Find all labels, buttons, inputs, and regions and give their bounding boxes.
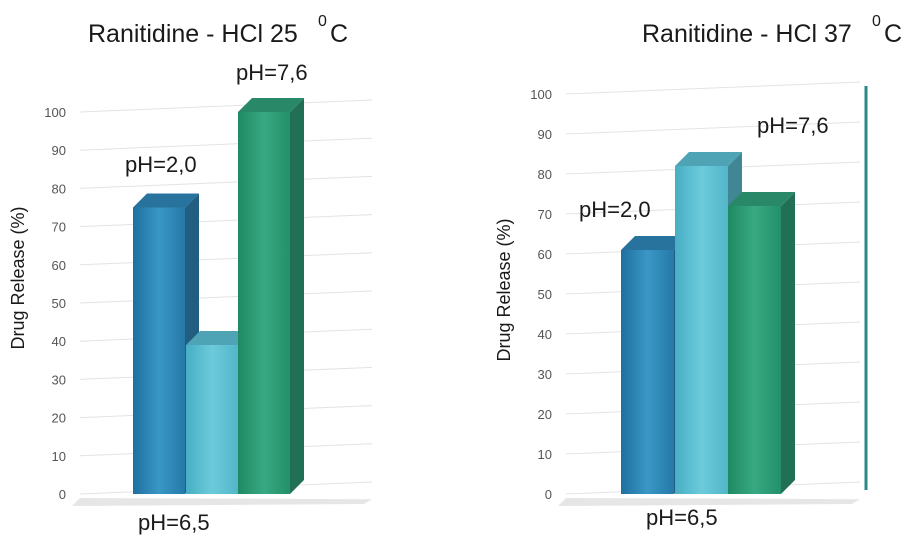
bar — [728, 192, 795, 494]
chart-left: Ranitidine - HCl 25 0 C Drug Release (%)… — [8, 13, 373, 535]
bar-top — [675, 152, 742, 166]
gridline — [79, 290, 373, 304]
bar-category-label: pH=2,0 — [125, 152, 197, 177]
gridline — [79, 137, 373, 151]
chart-right-bars — [621, 152, 795, 494]
bar-front — [186, 345, 238, 494]
y-tick-label: 60 — [538, 247, 552, 262]
y-tick-label: 0 — [545, 487, 552, 502]
svg-text:Ranitidine - HCl 37: Ranitidine - HCl 37 — [642, 20, 852, 48]
chart-right-title: Ranitidine - HCl 37 0 C — [642, 13, 902, 48]
chart-left-yticks: 0 10 20 30 40 50 60 70 80 90 100 — [44, 105, 66, 502]
bar-top — [728, 192, 795, 206]
y-tick-label: 90 — [52, 143, 66, 158]
y-tick-label: 10 — [52, 449, 66, 464]
chart-left-bars — [133, 98, 304, 494]
bar — [238, 98, 304, 494]
y-tick-label: 100 — [44, 105, 66, 120]
y-tick-label: 30 — [52, 372, 66, 387]
y-tick-label: 30 — [538, 367, 552, 382]
bar-category-label: pH=6,5 — [646, 505, 718, 530]
y-tick-label: 50 — [52, 296, 66, 311]
chart-right-title-suffix: C — [884, 20, 902, 48]
floor-plane — [72, 498, 372, 506]
bar-front — [133, 207, 185, 494]
chart-right: Ranitidine - HCl 37 0 C Drug Release (%)… — [494, 13, 902, 530]
chart-left-title-superscript: 0 — [318, 13, 327, 30]
y-tick-label: 20 — [538, 407, 552, 422]
bar-front — [728, 206, 781, 494]
bar-category-label: pH=7,6 — [757, 113, 829, 138]
gridline — [565, 81, 861, 95]
gridline — [79, 214, 373, 228]
svg-text:Ranitidine - HCl 25: Ranitidine - HCl 25 — [88, 20, 298, 48]
y-tick-label: 80 — [52, 181, 66, 196]
gridline — [79, 99, 373, 113]
gridline — [565, 121, 861, 135]
bar-top — [621, 236, 688, 250]
y-tick-label: 0 — [59, 487, 66, 502]
y-tick-label: 40 — [538, 327, 552, 342]
bar-top — [238, 98, 304, 112]
floor-plane — [558, 498, 860, 506]
chart-right-yticks: 0 10 20 30 40 50 60 70 80 90 100 — [530, 87, 552, 502]
chart-left-ylabel: Drug Release (%) — [8, 206, 28, 349]
bar-category-label: pH=7,6 — [236, 60, 308, 85]
bar-front — [675, 166, 728, 494]
y-tick-label: 70 — [538, 207, 552, 222]
chart-right-ylabel: Drug Release (%) — [494, 218, 514, 361]
y-tick-label: 20 — [52, 411, 66, 426]
bar-category-label: pH=6,5 — [138, 510, 210, 535]
y-tick-label: 100 — [530, 87, 552, 102]
chart-left-title-suffix: C — [330, 20, 348, 48]
gridline — [79, 175, 373, 189]
chart-left-title-text: Ranitidine - HCl 25 — [88, 20, 298, 48]
y-tick-label: 10 — [538, 447, 552, 462]
chart-left-bar-labels: pH=2,0 pH=6,5 pH=7,6 — [125, 60, 308, 535]
bar-category-label: pH=2,0 — [579, 197, 651, 222]
y-tick-label: 70 — [52, 220, 66, 235]
bar-side — [290, 98, 304, 494]
chart-left-title: Ranitidine - HCl 25 0 C — [88, 13, 348, 48]
chart-right-bar-labels: pH=2,0 pH=6,5 pH=7,6 — [579, 113, 829, 530]
y-tick-label: 40 — [52, 334, 66, 349]
y-tick-label: 90 — [538, 127, 552, 142]
bar-front — [621, 250, 674, 494]
chart-right-title-text: Ranitidine - HCl 37 — [642, 20, 852, 48]
y-tick-label: 60 — [52, 258, 66, 273]
bar-top — [186, 331, 252, 346]
bar-front — [238, 112, 290, 494]
gridline — [79, 252, 373, 266]
bar-top — [133, 193, 199, 208]
y-tick-label: 50 — [538, 287, 552, 302]
bar-side — [781, 192, 795, 494]
chart-right-title-superscript: 0 — [872, 13, 881, 30]
y-tick-label: 80 — [538, 167, 552, 182]
